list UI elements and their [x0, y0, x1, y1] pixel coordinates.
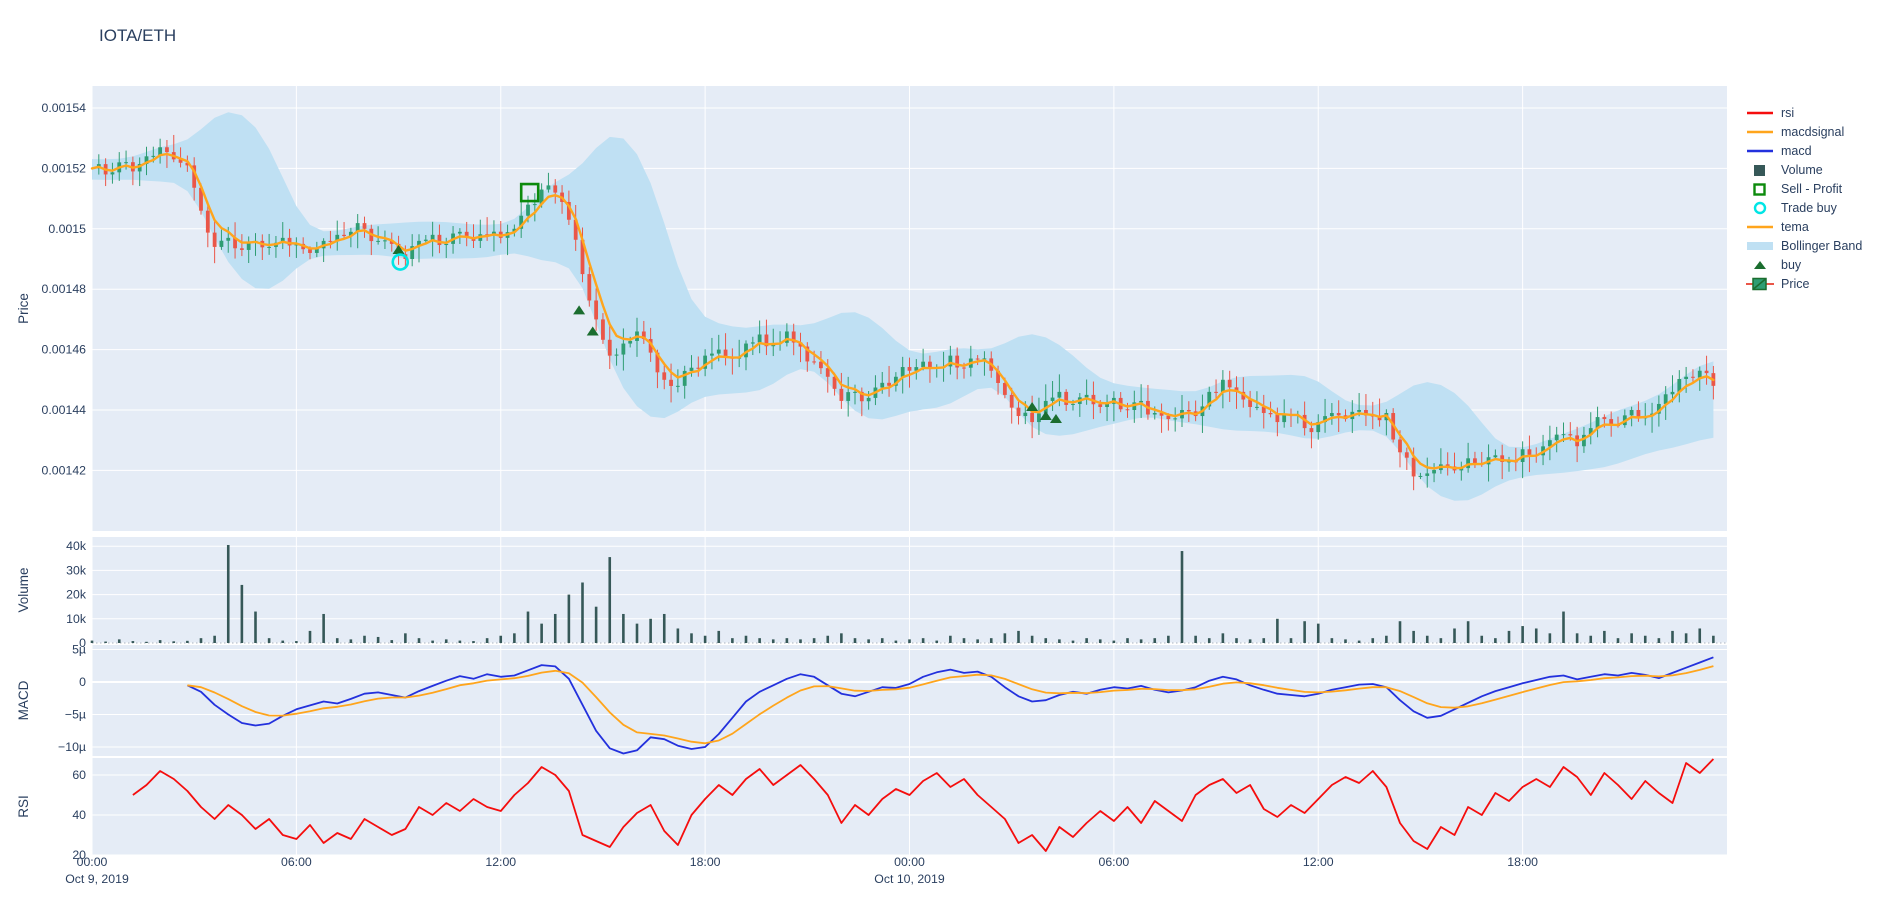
legend-item-trade-buy[interactable]: Trade buy: [1744, 198, 1862, 217]
open-circle-swatch: [1753, 201, 1767, 214]
legend-item-price[interactable]: Price: [1744, 274, 1862, 293]
tick-label: 0.00142: [42, 463, 87, 477]
tick-label: 40k: [66, 539, 87, 553]
tick-label: 0.00154: [42, 101, 87, 115]
tick-label: 0.0015: [48, 222, 86, 236]
line-swatch: [1747, 130, 1773, 133]
open-square-swatch: [1753, 182, 1766, 196]
tick-label: 18:00: [690, 855, 721, 869]
tick-label: 0: [79, 636, 86, 650]
legend-item-sell-profit[interactable]: Sell - Profit: [1744, 179, 1862, 198]
tick-label: 10k: [66, 612, 87, 626]
triangle-swatch: [1754, 260, 1766, 269]
legend-label: macdsignal: [1781, 124, 1845, 139]
tick-label: −5µ: [65, 708, 86, 722]
band-swatch: [1747, 241, 1773, 250]
bollinger-band-area: [92, 112, 1714, 501]
macdsignal-line: [187, 665, 1714, 745]
legend-item-tema[interactable]: tema: [1744, 217, 1862, 236]
tick-label: 5µ: [72, 643, 86, 657]
tema-line: [90, 152, 1715, 470]
legend: rsi macdsignal macd Volume Sell - Profit Trad…: [1744, 103, 1862, 293]
volume-bars: [90, 544, 1715, 643]
legend-item-macdsignal[interactable]: macdsignal: [1744, 122, 1862, 141]
trade-buy-markers: [391, 253, 410, 271]
legend-label: tema: [1781, 219, 1809, 234]
legend-item-buy[interactable]: buy: [1744, 255, 1862, 274]
square-swatch: [1754, 164, 1765, 176]
macd-axis-title: MACD: [16, 680, 31, 720]
tick-label: 0.00152: [42, 161, 87, 175]
line-swatch: [1747, 149, 1773, 152]
legend-label: Volume: [1781, 162, 1823, 177]
line-swatch: [1747, 111, 1773, 114]
legend-label: buy: [1781, 257, 1802, 272]
legend-label: Sell - Profit: [1781, 181, 1843, 196]
buy-markers: [392, 244, 1062, 424]
tick-label: 06:00: [1098, 855, 1129, 869]
tick-label: 0: [79, 675, 86, 689]
legend-label: Bollinger Band: [1781, 238, 1863, 253]
tick-label: 40: [72, 808, 86, 822]
rsi-line: [132, 758, 1715, 852]
tick-label: 20k: [66, 588, 87, 602]
tick-label: 00:00: [77, 855, 108, 869]
legend-item-rsi[interactable]: rsi: [1744, 103, 1862, 122]
legend-label: Price: [1781, 276, 1810, 291]
tick-label: 00:00: [894, 855, 925, 869]
legend-label: rsi: [1781, 105, 1795, 120]
tick-label: 18:00: [1507, 855, 1538, 869]
price-axis-title: Price: [16, 293, 31, 324]
chart-title: IOTA/ETH: [99, 26, 177, 45]
tick-label: 60: [72, 768, 86, 782]
legend-item-bollinger-band[interactable]: Bollinger Band: [1744, 236, 1862, 255]
tick-label: 20: [72, 848, 86, 862]
tick-label: 12:00: [1303, 855, 1334, 869]
sell-profit-markers: [519, 182, 540, 203]
tick-label: 12:00: [485, 855, 516, 869]
tick-label: 0.00148: [42, 282, 87, 296]
volume-axis-title: Volume: [16, 567, 31, 612]
legend-label: macd: [1781, 143, 1812, 158]
candle-swatch: [1746, 277, 1774, 290]
axis-titles: Price Volume MACD RSI: [16, 293, 31, 818]
axis-tick-labels: 0.00154 0.00152 0.0015 0.00148 0.00146 0.0014…: [42, 101, 1539, 886]
tick-label: −10µ: [58, 740, 86, 754]
tick-label: 30k: [66, 563, 87, 577]
line-swatch: [1747, 225, 1773, 228]
legend-label: Trade buy: [1781, 200, 1837, 215]
tick-label: 06:00: [281, 855, 312, 869]
tick-label: Oct 10, 2019: [874, 872, 945, 886]
legend-item-macd[interactable]: macd: [1744, 141, 1862, 160]
legend-item-volume[interactable]: Volume: [1744, 160, 1862, 179]
rsi-axis-title: RSI: [16, 795, 31, 818]
tick-label: 0.00146: [42, 343, 87, 357]
tick-label: Oct 9, 2019: [65, 872, 129, 886]
tick-label: 0.00144: [42, 403, 87, 417]
